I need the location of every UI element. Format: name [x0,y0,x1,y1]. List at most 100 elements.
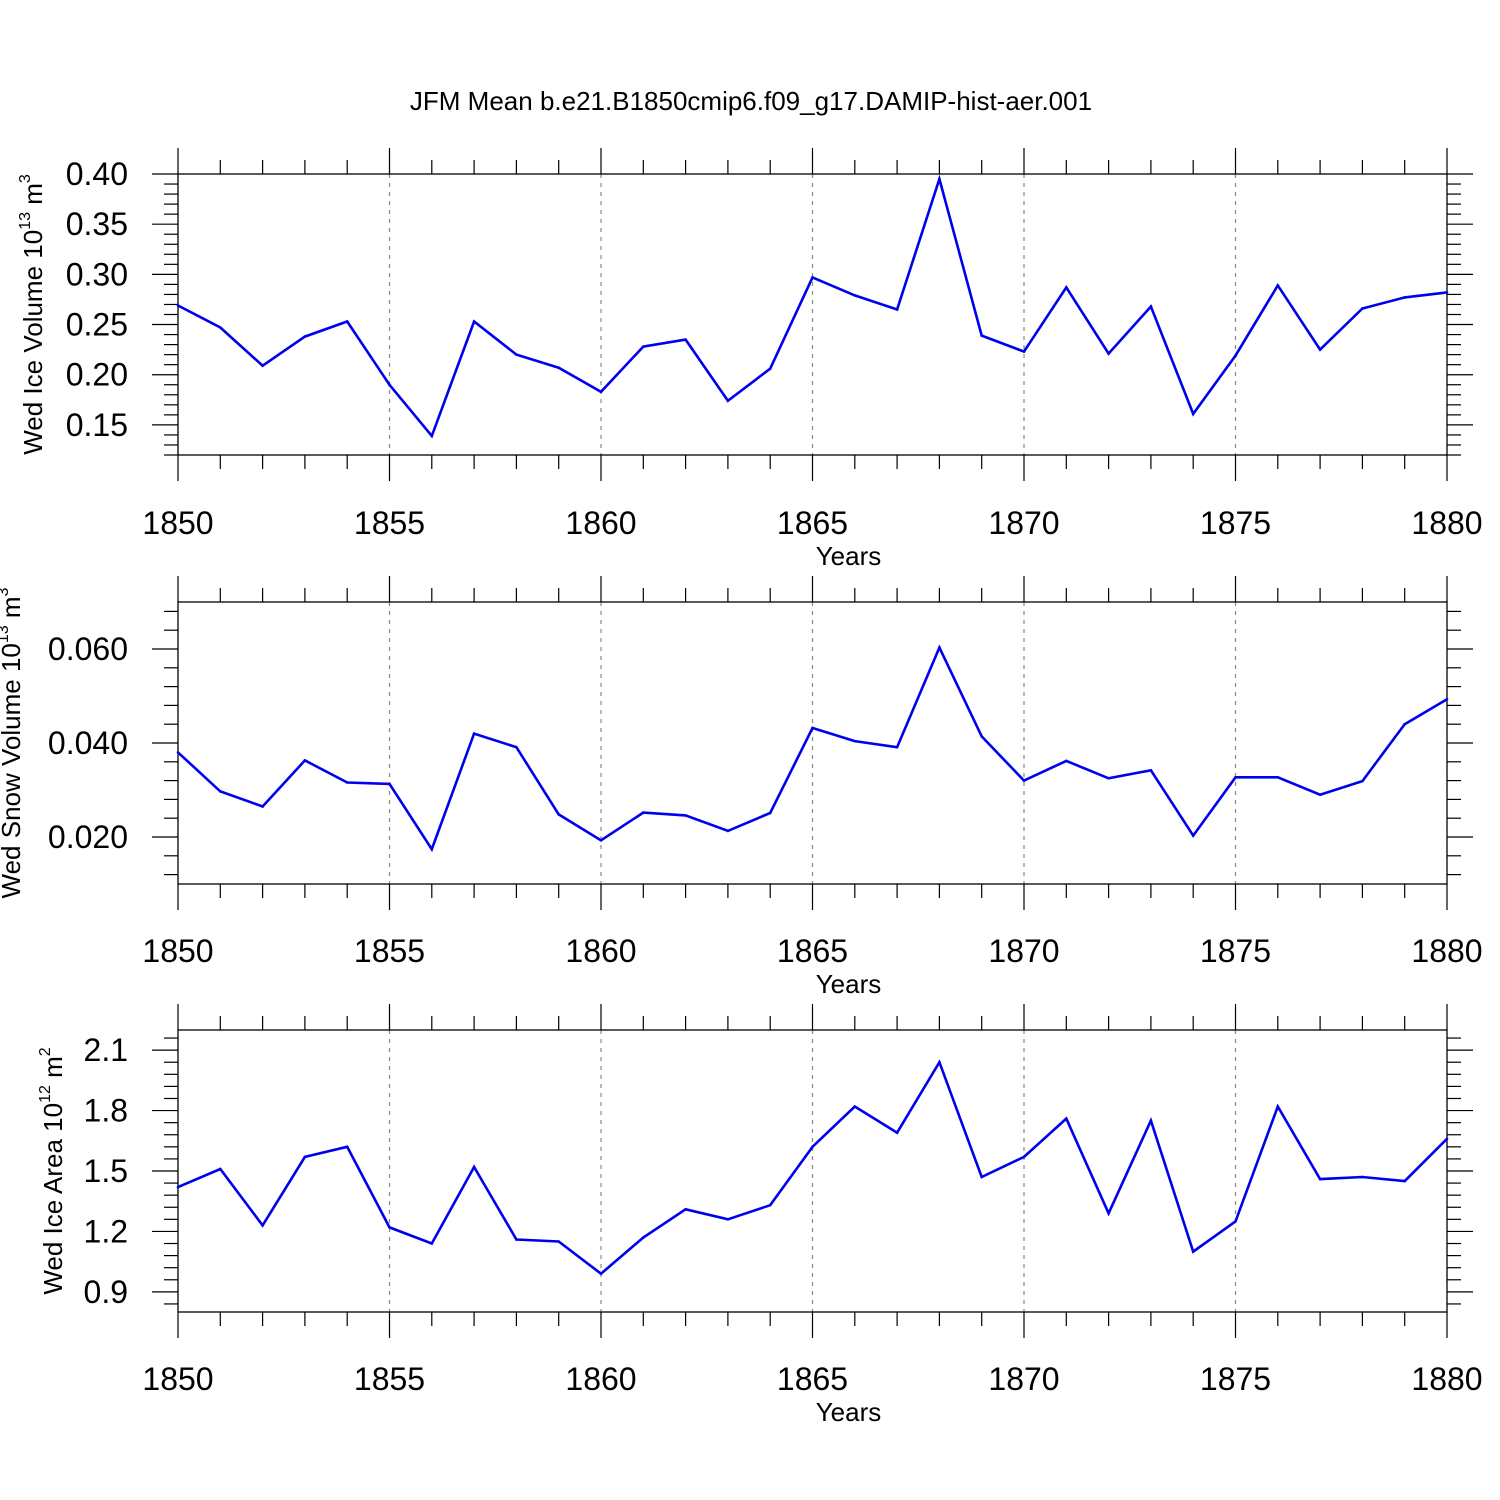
data-point [853,739,857,743]
data-point [642,1236,645,1239]
data-point [1445,1137,1449,1141]
data-point [515,1238,518,1241]
data-point [303,759,307,762]
x-tick-label: 1855 [354,933,425,969]
data-point [557,366,560,369]
y-tick-label: 0.9 [84,1274,128,1310]
y-tick-label: 0.040 [48,725,128,761]
data-point [1361,307,1364,310]
data-point [980,334,983,337]
data-point [176,1185,180,1189]
y-tick-label: 0.20 [66,357,128,393]
x-tick-label: 1855 [354,505,425,541]
data-point [980,1175,983,1179]
data-point [938,177,941,181]
data-point [1065,286,1068,289]
data-point [176,304,180,307]
x-tick-label: 1850 [142,505,213,541]
data-point [1022,350,1026,353]
data-point [430,1242,434,1245]
data-point [811,1145,814,1149]
panel-ice-volume: 1850 1855 1860 1865 1870 1875 1880 0.15 0.20 0.25… [17,148,1483,571]
data-point [430,847,434,851]
data-point [219,790,222,793]
series-line [177,174,1448,439]
y-axis-label: Wed Ice Volume 1013 m3 [17,174,48,455]
data-point [599,838,603,842]
plot-frame [177,1029,1448,1313]
data-point [1191,1250,1195,1253]
data-point [176,751,180,754]
data-point [1107,352,1110,355]
data-point [1318,348,1322,351]
data-point [1234,776,1237,779]
data-point [768,811,772,815]
data-point [1276,776,1280,779]
data-point [1276,284,1280,287]
data-point [938,646,941,649]
x-tick-label: 1875 [1200,933,1271,969]
data-point [1065,1117,1068,1120]
data-point [1191,412,1195,416]
data-point [1149,768,1153,772]
data-point [684,814,687,817]
data-point [642,811,645,814]
data-point [811,276,814,279]
y-axis-label: Wed Ice Area 1012 m2 [37,1047,68,1294]
data-point [472,732,476,735]
x-tick-label: 1875 [1200,505,1271,541]
data-point [642,345,645,348]
data-point [1065,759,1068,763]
data-point [1403,296,1406,299]
data-point [261,364,264,367]
x-tick-label: 1850 [142,933,213,969]
data-point [1191,834,1195,837]
x-tick-label: 1865 [777,505,848,541]
data-point [768,1203,772,1207]
y-tick-label: 0.060 [48,631,128,667]
x-tick-label: 1880 [1411,505,1482,541]
x-tick-label: 1880 [1411,933,1482,969]
y-tick-label: 2.1 [84,1032,128,1068]
data-point [811,726,814,730]
data-point [1107,776,1110,780]
y-axis-label: Wed Snow Volume 1013 m3 [0,587,26,898]
x-tick-label: 1870 [988,933,1059,969]
data-point [1403,722,1406,726]
x-tick-label: 1880 [1411,1361,1482,1397]
data-point [1318,793,1322,796]
data-point [726,829,730,833]
data-point [388,383,391,387]
y-tick-label: 1.5 [84,1153,128,1189]
x-tick-label: 1850 [142,1361,213,1397]
data-point [515,745,518,749]
data-point [430,434,434,438]
data-point [557,813,560,816]
data-point [303,335,307,338]
data-point [1276,1105,1280,1108]
data-point [1234,1220,1237,1223]
data-point [1403,1179,1406,1183]
data-point [303,1155,307,1159]
data-point [1361,779,1364,783]
y-tick-label: 0.40 [66,156,128,192]
x-tick-label: 1865 [777,1361,848,1397]
data-point [261,1224,264,1227]
data-point [345,320,349,323]
y-tick-label: 1.8 [84,1093,128,1129]
data-point [895,308,899,311]
x-tick-label: 1860 [565,505,636,541]
data-point [261,805,264,808]
data-point [980,735,983,738]
x-axis-label: Years [816,969,882,999]
data-point [599,390,603,394]
data-point [345,781,349,784]
data-point [1149,1119,1153,1122]
y-tick-label: 0.30 [66,256,128,292]
data-point [1022,779,1026,782]
data-point [599,1272,603,1276]
data-point [1022,1155,1026,1159]
data-point [345,1145,349,1149]
data-point [1361,1175,1364,1179]
